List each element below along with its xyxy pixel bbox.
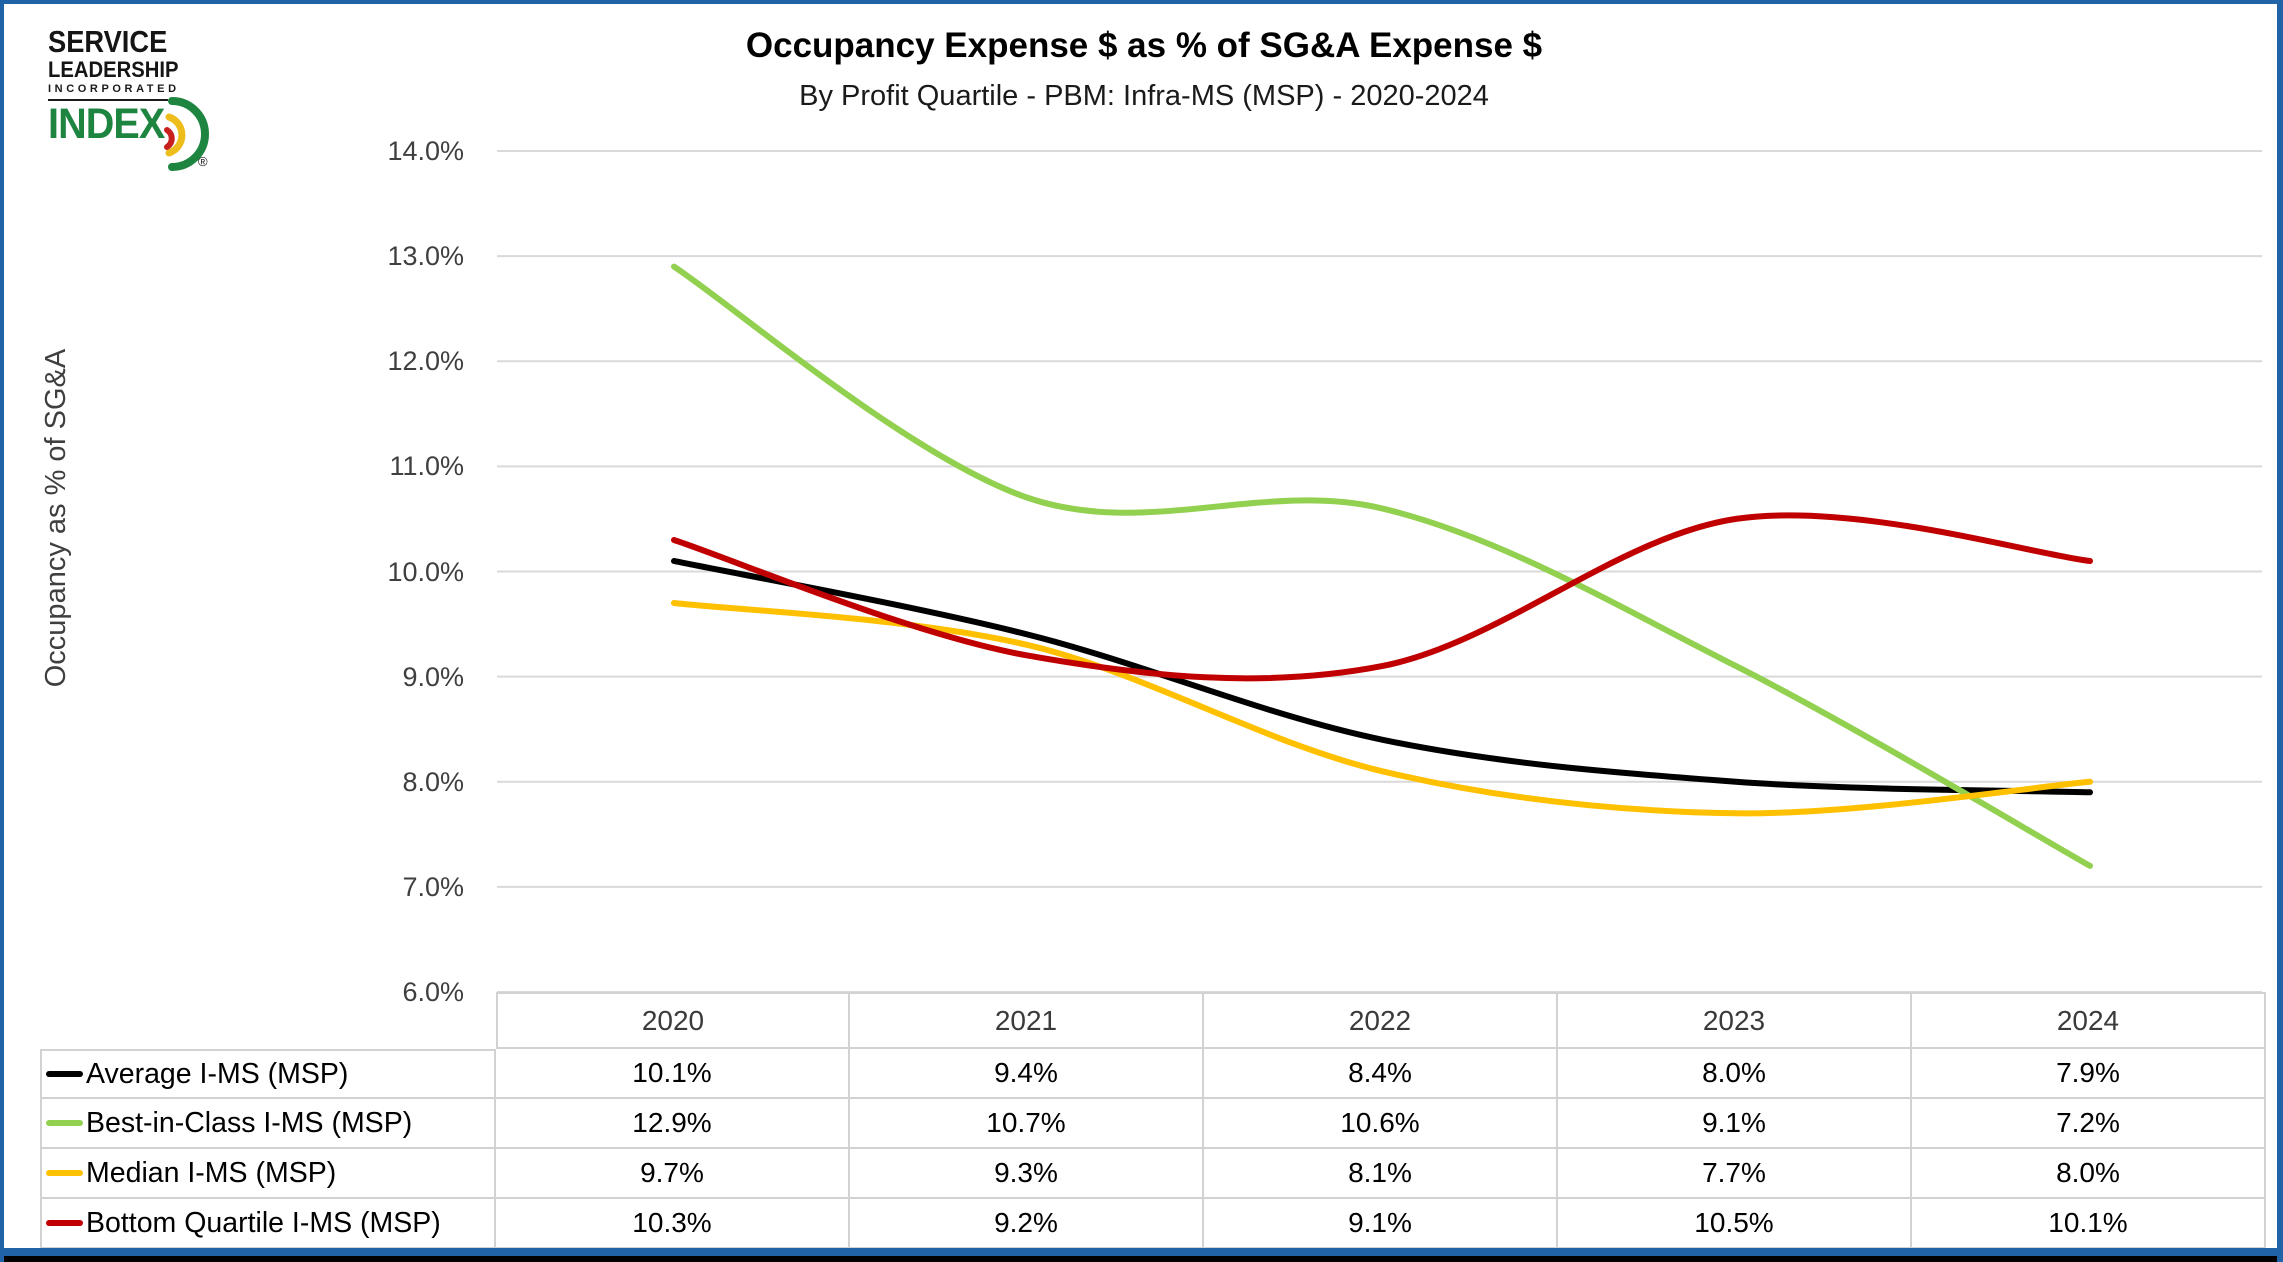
year-header-2020: 2020 [496, 992, 850, 1049]
registered-trademark-symbol: ® [198, 154, 208, 169]
page-border-bottom [4, 1248, 2277, 1256]
chart-series-lines [671, 263, 2093, 869]
chart-title: Occupancy Expense $ as % of SG&A Expense… [745, 26, 1543, 65]
value-cell-2024-series-0: 7.9% [1912, 1049, 2266, 1099]
series-name: Best-in-Class I-MS (MSP) [86, 1106, 413, 1139]
value-cell-2021-series-1: 10.7% [850, 1099, 1204, 1149]
y-axis-tick-label: 13.0% [387, 241, 464, 272]
service-leadership-index-logo: SERVICE LEADERSHIP INCORPORATED INDEX ® [48, 26, 268, 176]
logo-divider [48, 99, 168, 101]
year-header-2021: 2021 [850, 992, 1204, 1049]
logo-swoosh-icon [164, 97, 209, 171]
series-label-row-2: Median I-MS (MSP) [40, 1149, 496, 1199]
screenshot-bottom-strip [4, 1256, 2277, 1262]
value-cell-2023-series-2: 7.7% [1558, 1149, 1912, 1199]
series-name: Average I-MS (MSP) [86, 1057, 349, 1090]
year-header-2024: 2024 [1912, 992, 2266, 1049]
chart-data-table: 2020 2021 2022 2023 2024 Average I-MS (MSP) 10… [40, 992, 2266, 1249]
series-name: Median I-MS (MSP) [86, 1156, 337, 1189]
logo-text-incorporated: INCORPORATED [48, 83, 180, 95]
legend-line-swatch [46, 1071, 83, 1077]
series-line-3 [671, 512, 2093, 682]
value-cell-2023-series-0: 8.0% [1558, 1049, 1912, 1099]
series-label-row-1: Best-in-Class I-MS (MSP) [40, 1099, 496, 1149]
value-cell-2020-series-0: 10.1% [496, 1049, 850, 1099]
logo-text-leadership: LEADERSHIP [48, 57, 179, 82]
y-axis-tick-label: 6.0% [402, 977, 464, 1007]
series-label-row-3: Bottom Quartile I-MS (MSP) [40, 1199, 496, 1249]
year-header-2022: 2022 [1204, 992, 1558, 1049]
legend-line-swatch [46, 1170, 83, 1176]
value-cell-2020-series-1: 12.9% [496, 1099, 850, 1149]
value-cell-2020-series-3: 10.3% [496, 1199, 850, 1249]
value-cell-2024-series-2: 8.0% [1912, 1149, 2266, 1199]
table-corner-cell [40, 992, 496, 1049]
chart-subtitle: By Profit Quartile - PBM: Infra-MS (MSP)… [799, 80, 1489, 112]
value-cell-2023-series-1: 9.1% [1558, 1099, 1912, 1149]
y-axis-tick-label: 12.0% [387, 346, 464, 377]
y-axis-tick-label: 9.0% [402, 661, 464, 692]
value-cell-2021-series-2: 9.3% [850, 1149, 1204, 1199]
logo-text-index: INDEX [48, 100, 165, 148]
value-cell-2020-series-2: 9.7% [496, 1149, 850, 1199]
series-line-1 [671, 263, 2093, 869]
value-cell-2024-series-3: 10.1% [1912, 1199, 2266, 1249]
value-cell-2022-series-2: 8.1% [1204, 1149, 1558, 1199]
series-name: Bottom Quartile I-MS (MSP) [86, 1206, 441, 1239]
series-line-0 [671, 557, 2093, 796]
y-axis-tick-label: 10.0% [387, 556, 464, 587]
y-axis-tick-label: 7.0% [402, 871, 464, 902]
value-cell-2021-series-0: 9.4% [850, 1049, 1204, 1099]
value-cell-2024-series-1: 7.2% [1912, 1099, 2266, 1149]
value-cell-2021-series-3: 9.2% [850, 1199, 1204, 1249]
legend-line-swatch [46, 1220, 83, 1226]
value-cell-2022-series-3: 9.1% [1204, 1199, 1558, 1249]
y-axis-tick-label: 11.0% [389, 451, 464, 482]
value-cell-2023-series-3: 10.5% [1558, 1199, 1912, 1249]
value-cell-2022-series-1: 10.6% [1204, 1099, 1558, 1149]
year-header-2023: 2023 [1558, 992, 1912, 1049]
series-label-row-0: Average I-MS (MSP) [40, 1049, 496, 1099]
logo-text-service: SERVICE [48, 24, 168, 59]
y-axis-tick-label: 14.0% [387, 136, 464, 166]
value-cell-2022-series-0: 8.4% [1204, 1049, 1558, 1099]
y-axis-tick-label: 8.0% [402, 766, 464, 797]
legend-line-swatch [46, 1120, 83, 1126]
